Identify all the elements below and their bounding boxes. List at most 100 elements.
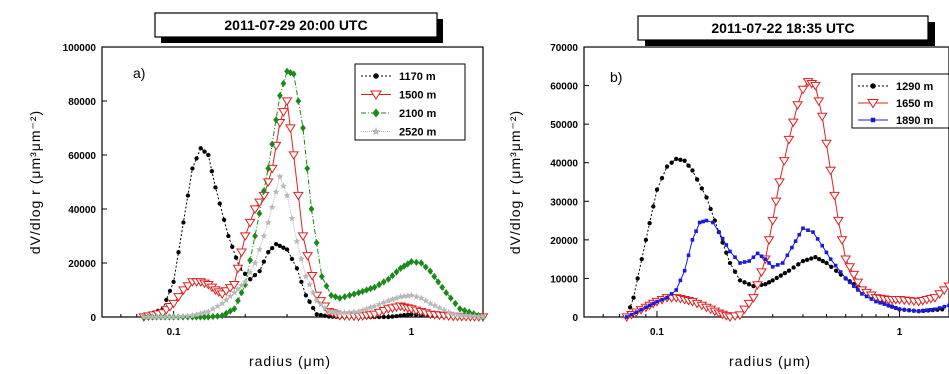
panel-a-data-point <box>201 313 208 321</box>
panel-a-data-point <box>393 268 400 276</box>
panel-a-data-point <box>313 239 320 247</box>
panel-b-legend: 1290 m 1650 m 1890 m <box>851 73 949 129</box>
panel-a-data-point <box>461 306 468 315</box>
panel-b-data-point <box>890 304 894 309</box>
panel-b-y-tick-label: 60000 <box>550 82 578 93</box>
panel-a-data-point <box>239 232 251 241</box>
panel-b-data-point <box>690 168 695 173</box>
panel-a-data-point <box>218 299 226 307</box>
panel-b-data-point <box>925 308 929 313</box>
panel-a-data-point <box>418 259 425 267</box>
panel-a-data-point <box>346 291 353 299</box>
panel-a-data-point <box>297 232 309 241</box>
panel-b-data-point <box>815 237 820 241</box>
panel-b-data-point <box>763 236 775 245</box>
panel-a-data-point <box>268 203 276 211</box>
panel-a-data-point <box>278 108 289 117</box>
panel-b-data-point <box>724 250 729 255</box>
panel-b-data-point <box>860 292 864 296</box>
panel-a-data-point <box>449 310 457 318</box>
panel-b-data-point <box>724 243 729 247</box>
panel-a-label: a) <box>133 65 145 81</box>
panel-b-data-point <box>746 282 752 287</box>
panel-a-data-point <box>209 305 217 312</box>
panel-b-data-point <box>643 237 649 243</box>
panel-a-data-point <box>367 285 374 293</box>
panel-a-data-point <box>173 293 184 302</box>
panel-b-data-point <box>902 307 907 312</box>
panel-b-data-point <box>947 303 949 308</box>
panel-b-data-point <box>739 305 750 315</box>
panel-a-data-point <box>350 308 358 315</box>
panel-b-data-point <box>942 304 947 309</box>
panel-a-data-point <box>280 79 287 88</box>
panel-a-data-point <box>363 286 370 294</box>
panel-a-data-point <box>193 311 200 318</box>
panel-b-data-point <box>933 307 937 312</box>
panel-a-data-point <box>304 164 311 173</box>
panel-b-data-point <box>751 255 756 260</box>
panel-b-data-point <box>678 157 683 162</box>
panel-b-data-point <box>824 250 829 255</box>
panel-b-data-point <box>825 166 837 176</box>
panel-b-data-point <box>720 236 725 241</box>
panel-a-data-point <box>390 314 395 319</box>
panel-a-data-point <box>228 280 240 290</box>
panel-a-data-point <box>217 201 222 206</box>
panel-a-data-point <box>235 297 241 305</box>
panel-a-data-point <box>443 289 450 297</box>
panel-b-data-point <box>755 251 760 256</box>
panel-a-data-point <box>422 263 429 271</box>
panel-a-data-point <box>284 124 296 133</box>
panel-a-y-tick-label: 80000 <box>68 97 96 108</box>
panel-a-data-point <box>308 205 315 213</box>
panel-a-data-point <box>194 156 199 161</box>
panel-a-data-point <box>323 282 330 290</box>
panel-b-data-point <box>639 256 644 262</box>
panel-a-data-point <box>302 252 313 261</box>
panel-a-data-point <box>168 299 179 309</box>
panel-a-data-point <box>230 289 238 296</box>
panel-a-data-point <box>345 308 353 316</box>
panel-b-title-box: 2011-07-22 18:35 UTC <box>637 15 935 46</box>
panel-b-data-point <box>778 273 783 278</box>
panel-b-legend-item: 1290 m <box>858 81 934 93</box>
panel-b-y-tick-label: 50000 <box>550 120 578 131</box>
panel-b-data-point <box>639 307 643 312</box>
panel-a-data-point <box>318 312 323 318</box>
panel-b-data-point <box>791 265 796 270</box>
panel-b-legend-item: 1650 m <box>858 98 934 110</box>
panel-a-data-point <box>219 312 226 320</box>
panel-a-data-point <box>238 281 245 289</box>
panel-a-data-point <box>309 289 317 296</box>
panel-b-data-point <box>838 270 843 274</box>
panel-a-data-point <box>394 313 399 319</box>
panel-a-data-point <box>222 296 230 303</box>
panel-a-data-point <box>261 259 267 264</box>
panel-b-x-tick-label: 0.1 <box>650 327 664 338</box>
panel-b-legend-marker <box>867 99 879 109</box>
panel-a-title-box: 2011-07-29 20:00 UTC <box>154 12 443 43</box>
panel-b-frame <box>583 46 949 318</box>
panel-b-data-point <box>894 306 898 310</box>
panel-a-legend-marker <box>371 127 381 136</box>
panel-a-legend-marker <box>372 108 380 118</box>
panel-a-data-point <box>355 289 362 297</box>
panel-b-data-point <box>801 226 805 231</box>
panel-a-data-point <box>458 311 466 318</box>
panel-a-y-tick-label: 20000 <box>68 259 96 270</box>
panel-b-data-point <box>874 299 878 304</box>
panel-a-data-point <box>295 97 302 105</box>
panel-a-data-point <box>165 313 173 320</box>
panel-b-data-point <box>785 253 790 258</box>
panel-b-data-point <box>629 312 634 317</box>
panel-b-data-point <box>742 280 747 285</box>
panel-a-data-point <box>452 299 459 308</box>
panel-a-y-tick-label: 0 <box>90 313 96 324</box>
panel-b-data-point <box>864 294 869 299</box>
panel-a-data-point <box>242 281 249 289</box>
panel-b-data-point <box>783 135 795 145</box>
panel-b-data-point <box>678 278 683 283</box>
panel-b-data-point <box>852 284 856 288</box>
